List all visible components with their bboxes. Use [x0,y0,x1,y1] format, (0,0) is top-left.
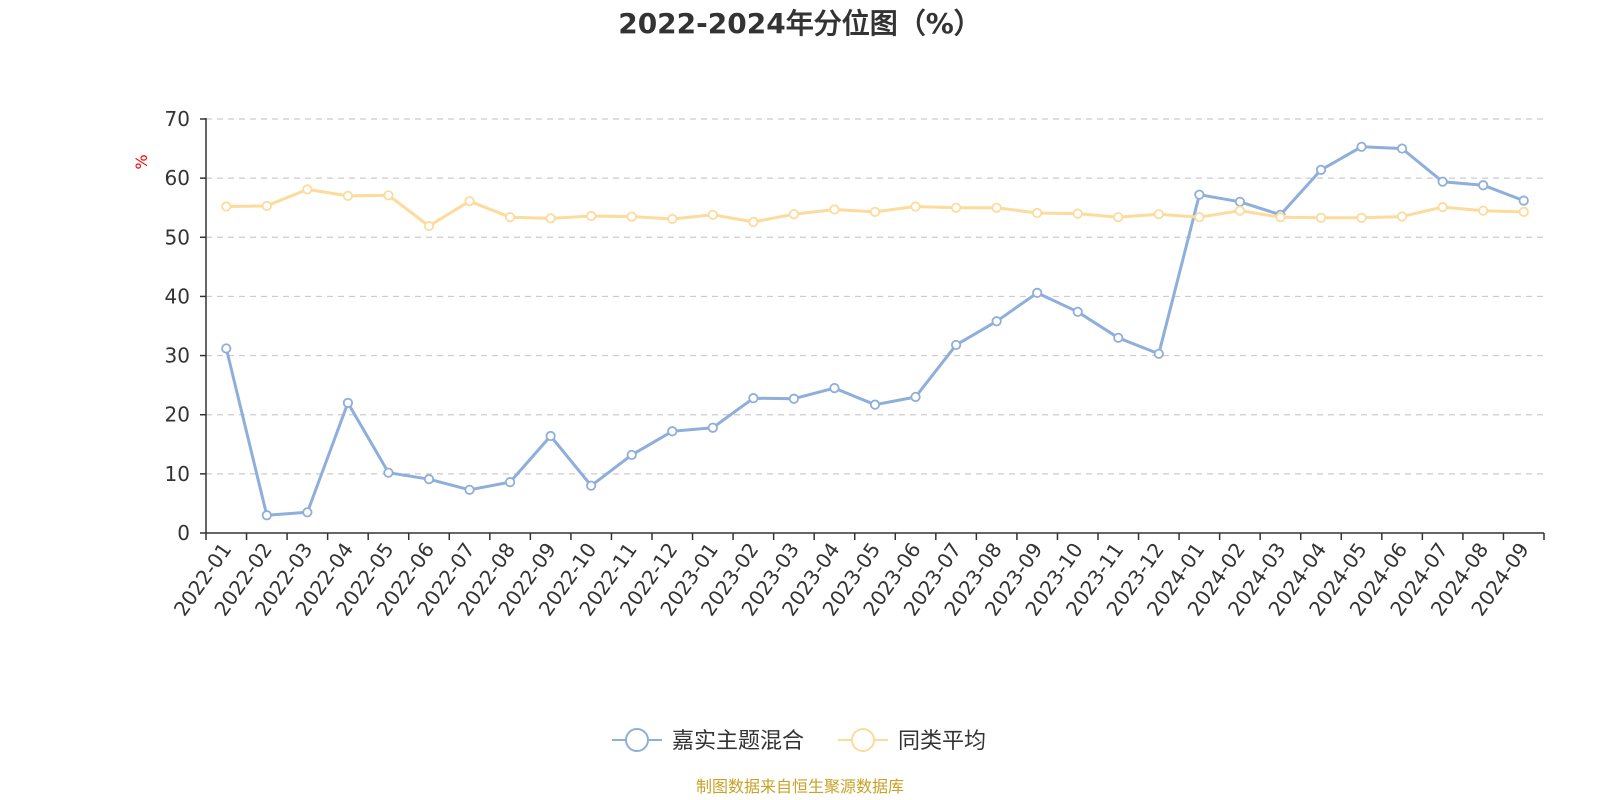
data-point [626,211,637,222]
data-point [221,343,232,354]
data-point [1315,212,1327,223]
data-point [586,480,597,491]
data-point [1396,211,1408,222]
data-point [1478,205,1489,216]
y-tick-label-50: 50 [165,225,190,249]
legend-circle-icon [625,728,649,752]
axes [205,118,1544,534]
data-point [342,397,354,408]
data-point [788,393,800,404]
data-point [1437,202,1448,213]
data-point [1396,143,1408,154]
gridlines [206,118,1544,475]
y-tick-label-70: 70 [165,107,190,131]
data-point [707,209,718,220]
data-point [423,220,435,232]
y-tick-label-60: 60 [165,166,190,190]
data-point [221,201,232,212]
data-point [667,213,678,225]
data-point [1234,196,1246,207]
data-point [788,209,800,220]
data-point [1356,212,1367,223]
data-point [586,210,597,222]
data-point [1194,212,1205,223]
data-point [302,184,313,195]
data-point [707,422,718,433]
data-point [1315,164,1327,175]
data-point [302,507,313,518]
data-point [991,202,1002,213]
legend[interactable]: 嘉实主题混合 同类平均 [612,728,986,754]
series-1 [221,184,1529,232]
data-point [1518,195,1529,206]
series-layer [221,141,1529,521]
data-point [869,399,881,410]
source-text: 制图数据来自恒生聚源数据库 [696,777,904,796]
y-axis-label: % [132,154,151,169]
data-point [1153,209,1164,220]
data-point [1234,205,1246,216]
y-tick-label-20: 20 [165,403,190,427]
data-point [1194,189,1205,200]
data-point [950,339,962,351]
y-tick-label-30: 30 [165,344,190,368]
data-point [1437,176,1448,187]
y-tick-label-40: 40 [165,284,190,308]
data-point [1032,287,1043,298]
data-point [545,430,556,442]
data-point [545,213,556,224]
data-point [261,200,272,212]
x-tick-labels: 2022-012022-022022-032022-042022-052022-… [169,533,1545,620]
data-point [748,216,759,228]
data-point [383,190,394,201]
data-point [1072,208,1083,219]
data-point [423,474,435,485]
data-point [910,201,921,212]
data-point [1478,180,1489,191]
data-point [950,202,962,213]
data-point [1113,332,1124,343]
data-point [829,382,840,394]
data-point [910,391,921,403]
data-point [1518,206,1529,217]
data-point [383,467,394,478]
data-point [1032,207,1043,219]
data-point [464,196,475,207]
data-point [1153,348,1164,359]
data-point [829,204,840,215]
series-line-0 [224,145,1525,517]
legend-label-0: 嘉实主题混合 [672,729,804,754]
data-point [748,393,759,404]
data-point [342,190,354,201]
data-point [626,449,637,461]
y-tick-labels: 0 10 20 30 40 50 60 70 [165,107,206,545]
data-point [991,316,1002,327]
legend-label-1: 同类平均 [898,729,986,754]
data-point [261,510,272,521]
data-point [1072,306,1083,317]
data-point [667,426,678,437]
y-tick-label-10: 10 [165,462,190,486]
y-tick-label-0: 0 [177,521,190,545]
chart-title: 2022-2024年分位图（%） [618,7,982,40]
legend-circle-icon [851,728,875,752]
data-point [1275,212,1286,223]
data-point [869,206,881,217]
legend-item-1[interactable]: 同类平均 [838,728,986,754]
data-point [504,477,516,488]
data-point [1113,212,1124,223]
legend-item-0[interactable]: 嘉实主题混合 [612,728,804,754]
data-point [1356,141,1367,152]
series-0 [221,141,1529,521]
data-point [464,484,475,495]
data-point [504,212,516,223]
